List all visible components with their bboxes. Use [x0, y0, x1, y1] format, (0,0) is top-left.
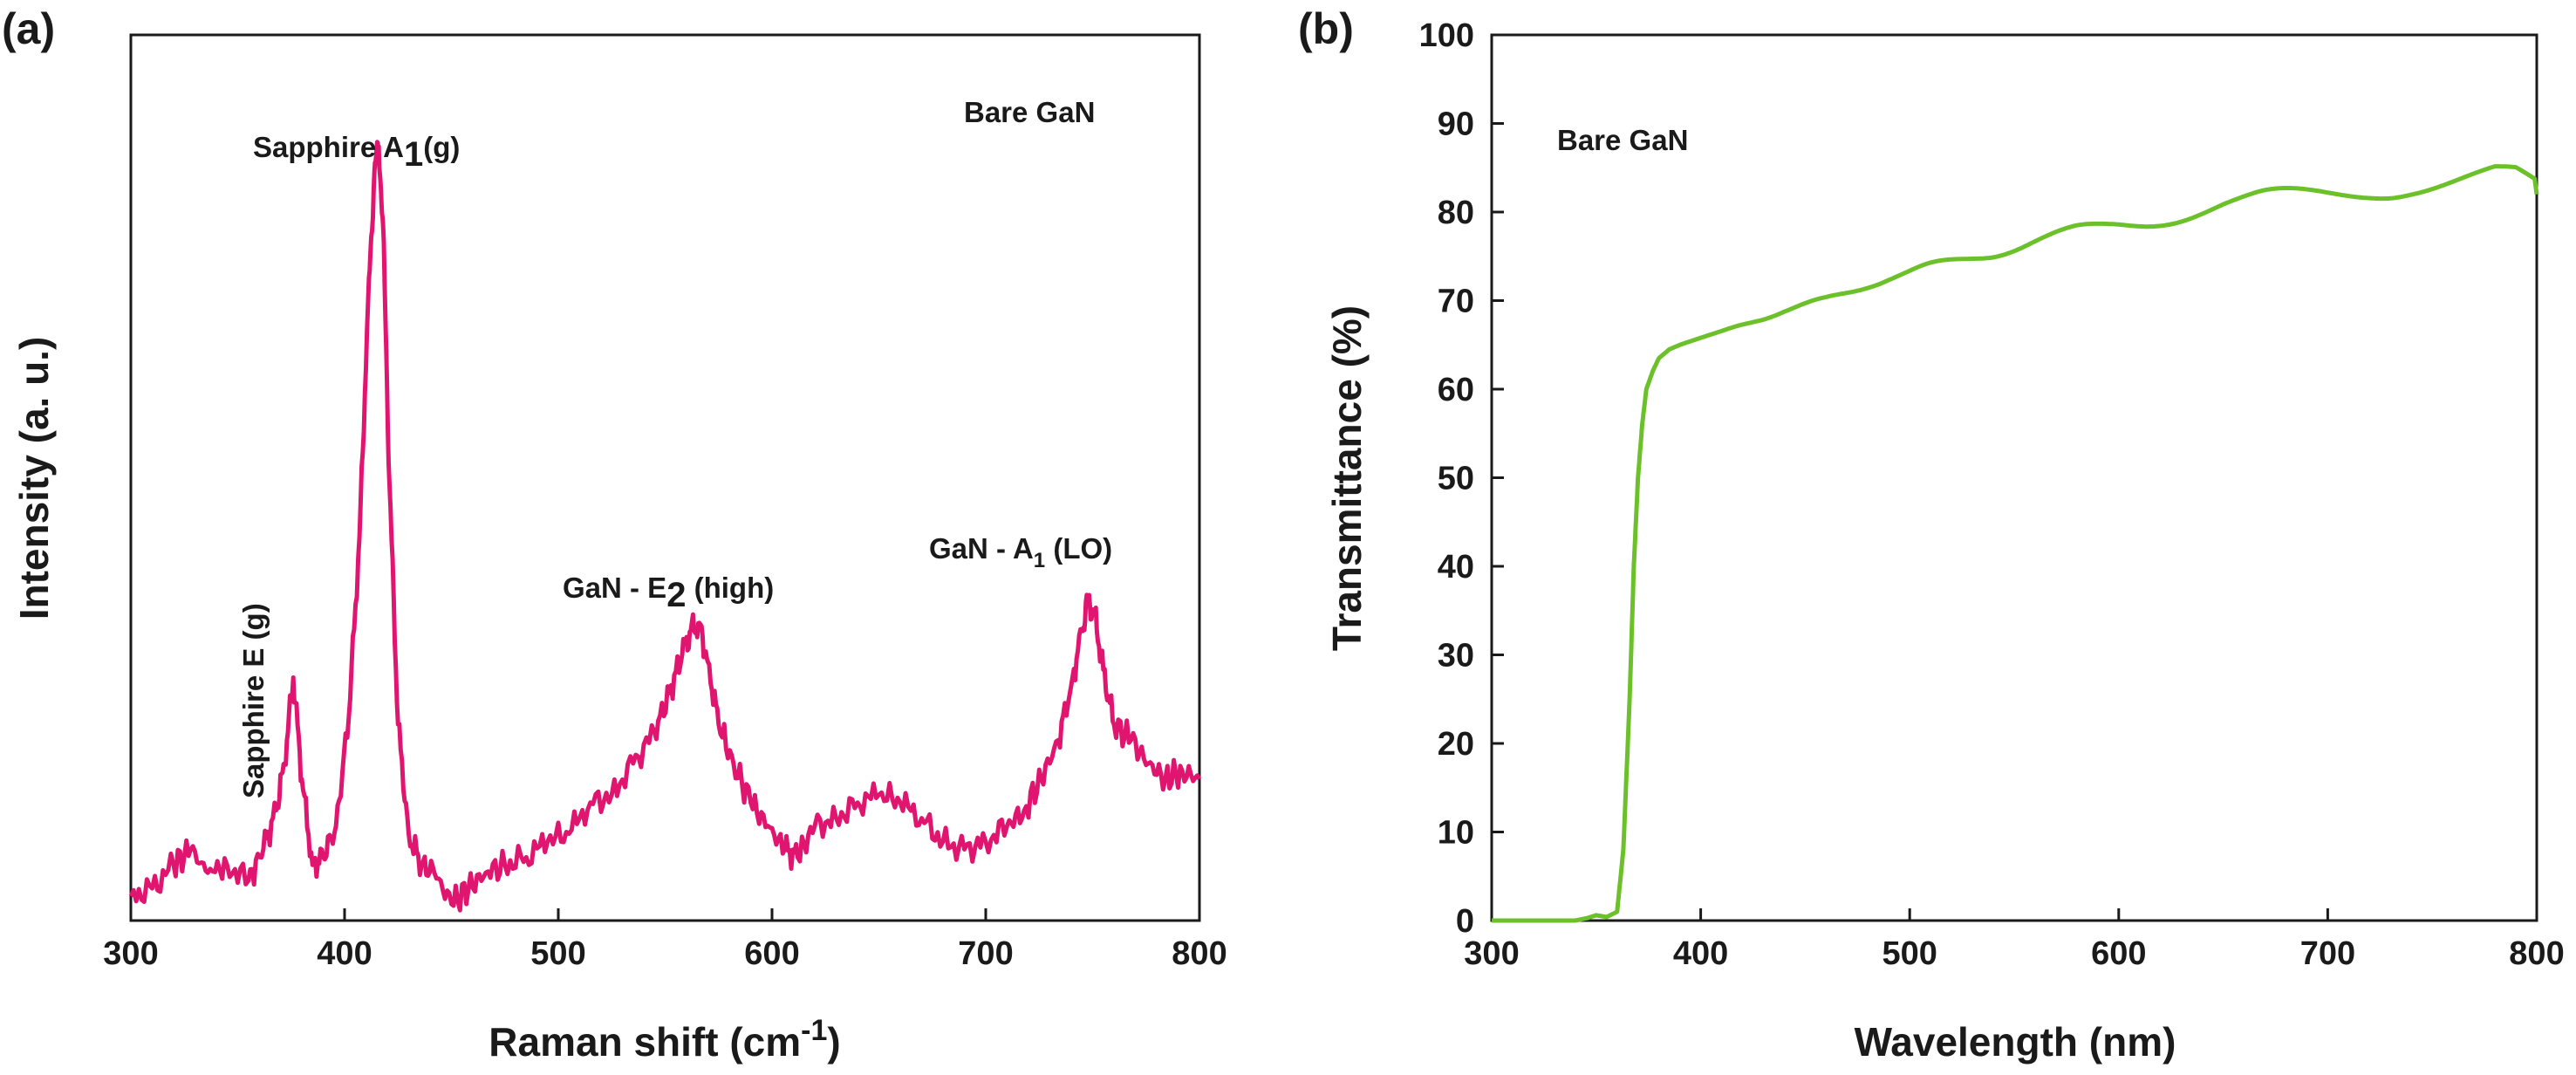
- panel-b-x-axis: 300 400 500 600 700 800: [1464, 908, 2565, 972]
- panel-a-x-axis-label: Raman shift (cm-1): [489, 1014, 840, 1065]
- panel-a-y-axis-label: Intensity (a. u.): [11, 337, 57, 620]
- panel-b-y-tick-label-20: 20: [1438, 726, 1474, 763]
- panel-b-y-tick-label-70: 70: [1438, 284, 1474, 320]
- panel-a-plot-frame: [129, 33, 1201, 922]
- panel-b-x-tick-label-400: 400: [1673, 935, 1728, 972]
- panel-b-y-tick-label-0: 0: [1456, 903, 1474, 940]
- panel-b-series: [1492, 164, 2539, 923]
- panel-a-x-tick-label-800: 800: [1172, 935, 1227, 972]
- panel-b-y-tick-label-30: 30: [1438, 638, 1474, 674]
- panel-b-x-tick-label-600: 600: [2091, 935, 2146, 972]
- panel-b-x-axis-label: Wavelength (nm): [1855, 1019, 2176, 1065]
- peak-label-gan-a1: GaN - A1 (LO): [929, 532, 1112, 572]
- panel-b-y-tick-label-60: 60: [1438, 372, 1474, 408]
- panel-a-x-tick-label-600: 600: [744, 935, 799, 972]
- panel-b-y-tick-label-40: 40: [1438, 549, 1474, 585]
- panel-b-y-tick-label-10: 10: [1438, 815, 1474, 852]
- peak-label-gan-e2: GaN - E2 (high): [563, 572, 774, 614]
- panel-b-x-tick-label-700: 700: [2300, 935, 2355, 972]
- panel-a-annotation: Bare GaN: [964, 96, 1095, 128]
- panel-a-x-tick-label-300: 300: [103, 935, 158, 972]
- transmittance-line: [1492, 164, 2539, 923]
- raman-spectrum-line: [128, 140, 1202, 913]
- panel-b-annotation: Bare GaN: [1557, 124, 1688, 156]
- panel-b-x-tick-label-800: 800: [2509, 935, 2564, 972]
- panel-b-y-tick-label-100: 100: [1419, 17, 1474, 54]
- panel-a: (a) 300 400 500 600 700 800 Bare GaN Sapphire…: [2, 4, 1227, 1065]
- peak-label-sapphire-eg: Sapphire E (g): [237, 603, 270, 798]
- panel-b-y-axis: 0 10 20 30 40 50 60 70 80 90 100: [1419, 17, 1504, 940]
- panel-b-x-tick-label-300: 300: [1464, 935, 1519, 972]
- panel-a-x-axis: 300 400 500 600 700 800: [103, 908, 1227, 972]
- panel-a-label: (a): [2, 4, 55, 53]
- panel-b-x-tick-label-500: 500: [1882, 935, 1937, 972]
- panel-b-plot-frame: [1490, 33, 2538, 922]
- panel-b-y-tick-label-50: 50: [1438, 461, 1474, 497]
- panel-a-x-tick-label-700: 700: [958, 935, 1013, 972]
- panel-b-y-tick-label-90: 90: [1438, 106, 1474, 143]
- panel-b-y-tick-label-80: 80: [1438, 195, 1474, 231]
- panel-a-x-tick-label-500: 500: [530, 935, 585, 972]
- panel-a-x-tick-label-400: 400: [317, 935, 372, 972]
- panel-b-label: (b): [1298, 4, 1354, 53]
- panel-b: (b) 300 400 500 600 700 800 0 10 20 30 40 50 60 70 80…: [1298, 4, 2565, 1065]
- peak-label-sapphire-a1g: Sapphire A1(g): [253, 131, 460, 174]
- panel-a-series: [128, 140, 1202, 913]
- panel-b-y-axis-label: Transmittance (%): [1324, 305, 1370, 651]
